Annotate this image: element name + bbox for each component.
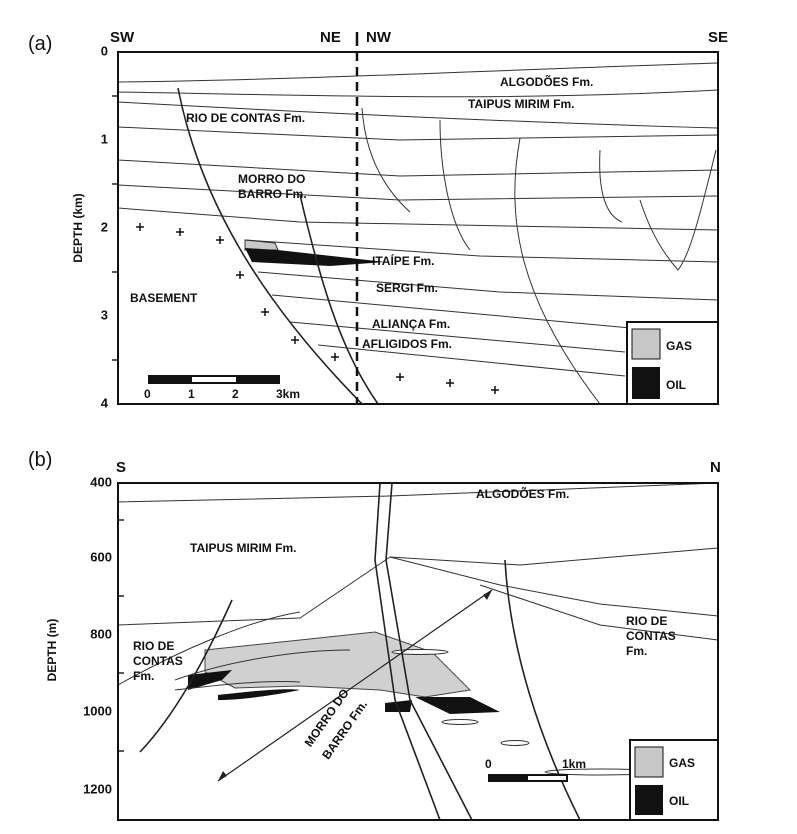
formation-label: TAIPUS MIRIM Fm.	[190, 541, 296, 555]
formation-label: SERGI Fm.	[376, 281, 438, 295]
formation-label: RIO DE CONTAS Fm.	[186, 111, 305, 125]
formation-label: TAIPUS MIRIM Fm.	[468, 97, 574, 111]
panel-label: (b)	[28, 449, 52, 471]
formation-label: BASEMENT	[130, 291, 198, 305]
formation-label: ALGODÕES Fm.	[500, 74, 593, 89]
direction: SE	[708, 29, 728, 46]
direction: NW	[366, 29, 392, 46]
tick-label: 0	[101, 43, 108, 58]
direction: NE	[320, 29, 341, 46]
formation-label: CONTAS	[133, 654, 183, 668]
formation-label: ALIANÇA Fm.	[372, 317, 450, 331]
tick-label: 4	[101, 395, 109, 410]
direction: S	[116, 459, 126, 476]
formation-label: RIO DE	[133, 639, 174, 653]
scale-label: 3km	[276, 387, 300, 401]
formation-label: CONTAS	[626, 629, 676, 643]
direction: N	[710, 459, 721, 476]
scale-label: 0	[144, 387, 151, 401]
legend-label: GAS	[669, 756, 695, 770]
scale-label: 1	[188, 387, 195, 401]
figure: (a) SW NE NW SE DEPTH (km) 0 1 2 3 4	[0, 0, 797, 834]
formation-label: RIO DE	[626, 614, 667, 628]
formation-label: ALGODÕES Fm.	[476, 486, 569, 501]
legend-label: OIL	[669, 794, 689, 808]
tick-label: 2	[101, 219, 108, 234]
formation-label: MORRO DO	[238, 172, 305, 186]
tick-label: 400	[90, 474, 112, 489]
formation-label: ITAÍPE Fm.	[372, 253, 434, 268]
legend-label: OIL	[666, 378, 686, 392]
tick-label: 1000	[83, 703, 112, 718]
tick-label: 1	[101, 131, 108, 146]
legend: GAS OIL	[627, 322, 718, 404]
axis-title: DEPTH (m)	[45, 619, 59, 682]
scale-label: 1km	[562, 757, 586, 771]
formation-label: Fm.	[626, 644, 647, 658]
tick-label: 3	[101, 307, 108, 322]
formation-label: BARRO Fm.	[238, 187, 307, 201]
tick-label: 1200	[83, 781, 112, 796]
legend-label: GAS	[666, 339, 692, 353]
tick-label: 600	[90, 549, 112, 564]
axis-title: DEPTH (km)	[71, 193, 85, 262]
formation-label: AFLIGIDOS Fm.	[362, 337, 452, 351]
panel-label: (a)	[28, 33, 52, 55]
direction: SW	[110, 29, 135, 46]
scale-label: 0	[485, 757, 492, 771]
scale-label: 2	[232, 387, 239, 401]
legend: GAS OIL	[630, 740, 718, 820]
tick-label: 800	[90, 626, 112, 641]
formation-label: Fm.	[133, 669, 154, 683]
